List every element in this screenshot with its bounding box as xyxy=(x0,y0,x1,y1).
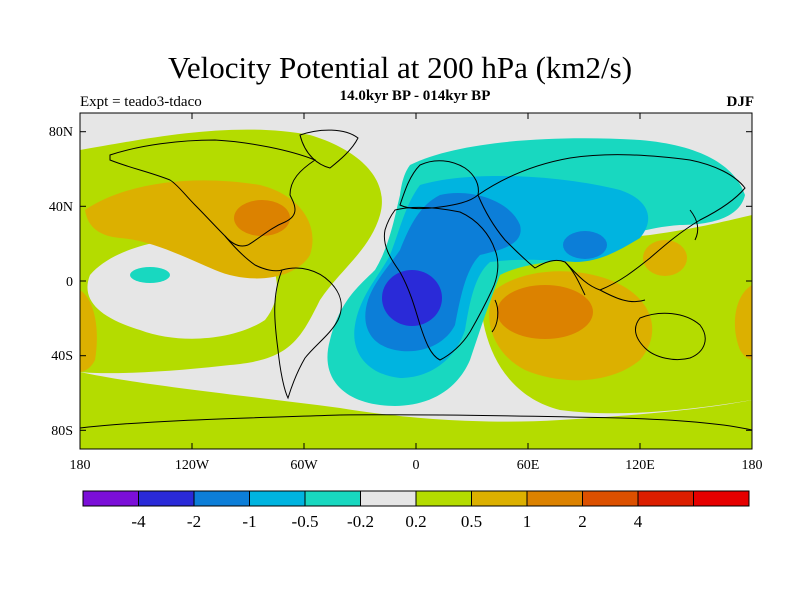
colorbar-swatch xyxy=(360,490,417,507)
colorbar-swatch xyxy=(582,490,639,507)
lat-ticks-right xyxy=(746,131,752,431)
lat-label: 80N xyxy=(49,125,73,140)
plot-subtitle: 14.0kyr BP - 014kyr BP xyxy=(339,88,491,104)
colorbar-swatch xyxy=(693,490,750,507)
lon-label: 60W xyxy=(290,458,318,473)
colorbar-label: 0.5 xyxy=(461,512,482,531)
coastlines xyxy=(80,129,752,431)
colorbar-label: 0.2 xyxy=(405,512,426,531)
lat-ticks-left xyxy=(80,131,86,431)
plot-title: Velocity Potential at 200 hPa (km2/s) xyxy=(167,50,633,85)
colorbar-label: -2 xyxy=(187,512,201,531)
coastline-antarctica xyxy=(80,414,752,431)
coastline-australia xyxy=(634,312,706,361)
coastline-central-america xyxy=(224,235,283,272)
colorbar-label: -1 xyxy=(242,512,256,531)
experiment-label: Expt = teado3-tdaco xyxy=(80,94,202,110)
colorbar-label: -0.2 xyxy=(347,512,374,531)
lon-ticks-top xyxy=(191,113,641,119)
lon-label: 180 xyxy=(70,458,91,473)
colorbar-label: 1 xyxy=(523,512,532,531)
contour-moderate-positive-wpacific xyxy=(643,240,687,276)
coastline-india xyxy=(564,261,586,296)
season-label: DJF xyxy=(726,94,755,110)
colorbar-label: -0.5 xyxy=(292,512,319,531)
contour-moderate-positive-far-west xyxy=(80,290,97,372)
coastline-southeast-asia xyxy=(599,289,646,303)
colorbar-swatch xyxy=(249,490,306,507)
lat-label: 80S xyxy=(51,424,73,439)
colorbar-swatch xyxy=(415,490,472,507)
coastline-japan xyxy=(689,209,699,241)
coastline-north-america xyxy=(109,139,317,247)
coastline-africa xyxy=(383,206,499,361)
lat-label: 40N xyxy=(49,200,73,215)
colorbar-label: 2 xyxy=(578,512,587,531)
colorbar-swatch xyxy=(471,490,528,507)
lon-label: 0 xyxy=(413,458,420,473)
colorbar-swatch xyxy=(193,490,250,507)
contour-moderate-positive-far-east xyxy=(734,285,752,360)
lon-label: 60E xyxy=(517,458,540,473)
coastline-south-america xyxy=(274,267,342,400)
lat-label: 0 xyxy=(66,275,73,290)
colorbar-swatch xyxy=(138,490,195,507)
lon-label: 120W xyxy=(175,458,210,473)
coastline-asia xyxy=(477,154,746,291)
colorbar-swatch xyxy=(526,490,583,507)
contour-negative-pacific-spot xyxy=(130,267,170,283)
lon-label: 120E xyxy=(625,458,655,473)
coastline-europe xyxy=(399,160,479,210)
contour-strong-positive-indian xyxy=(497,285,593,339)
coastline-madagascar xyxy=(491,299,499,333)
coastline-greenland xyxy=(299,129,359,169)
contour-weak-positive-south-west xyxy=(80,372,752,449)
contour-negative-darkblue xyxy=(382,270,442,326)
colorbar-swatch xyxy=(637,490,694,507)
colorbar-label: 4 xyxy=(634,512,643,531)
colorbar-label: -4 xyxy=(131,512,146,531)
colorbar-swatch xyxy=(82,490,139,507)
contour-field xyxy=(80,113,752,449)
lon-ticks-bottom xyxy=(79,443,753,449)
lat-label: 40S xyxy=(51,349,73,364)
colorbar-swatch xyxy=(304,490,361,507)
contour-strong-positive-north-america xyxy=(234,200,290,236)
contour-negative-blue-asia xyxy=(563,231,607,259)
colorbar: -4 -2 -1 -0.5 -0.2 0.2 0.5 1 2 4 xyxy=(82,490,750,531)
lon-label: 180 xyxy=(742,458,763,473)
